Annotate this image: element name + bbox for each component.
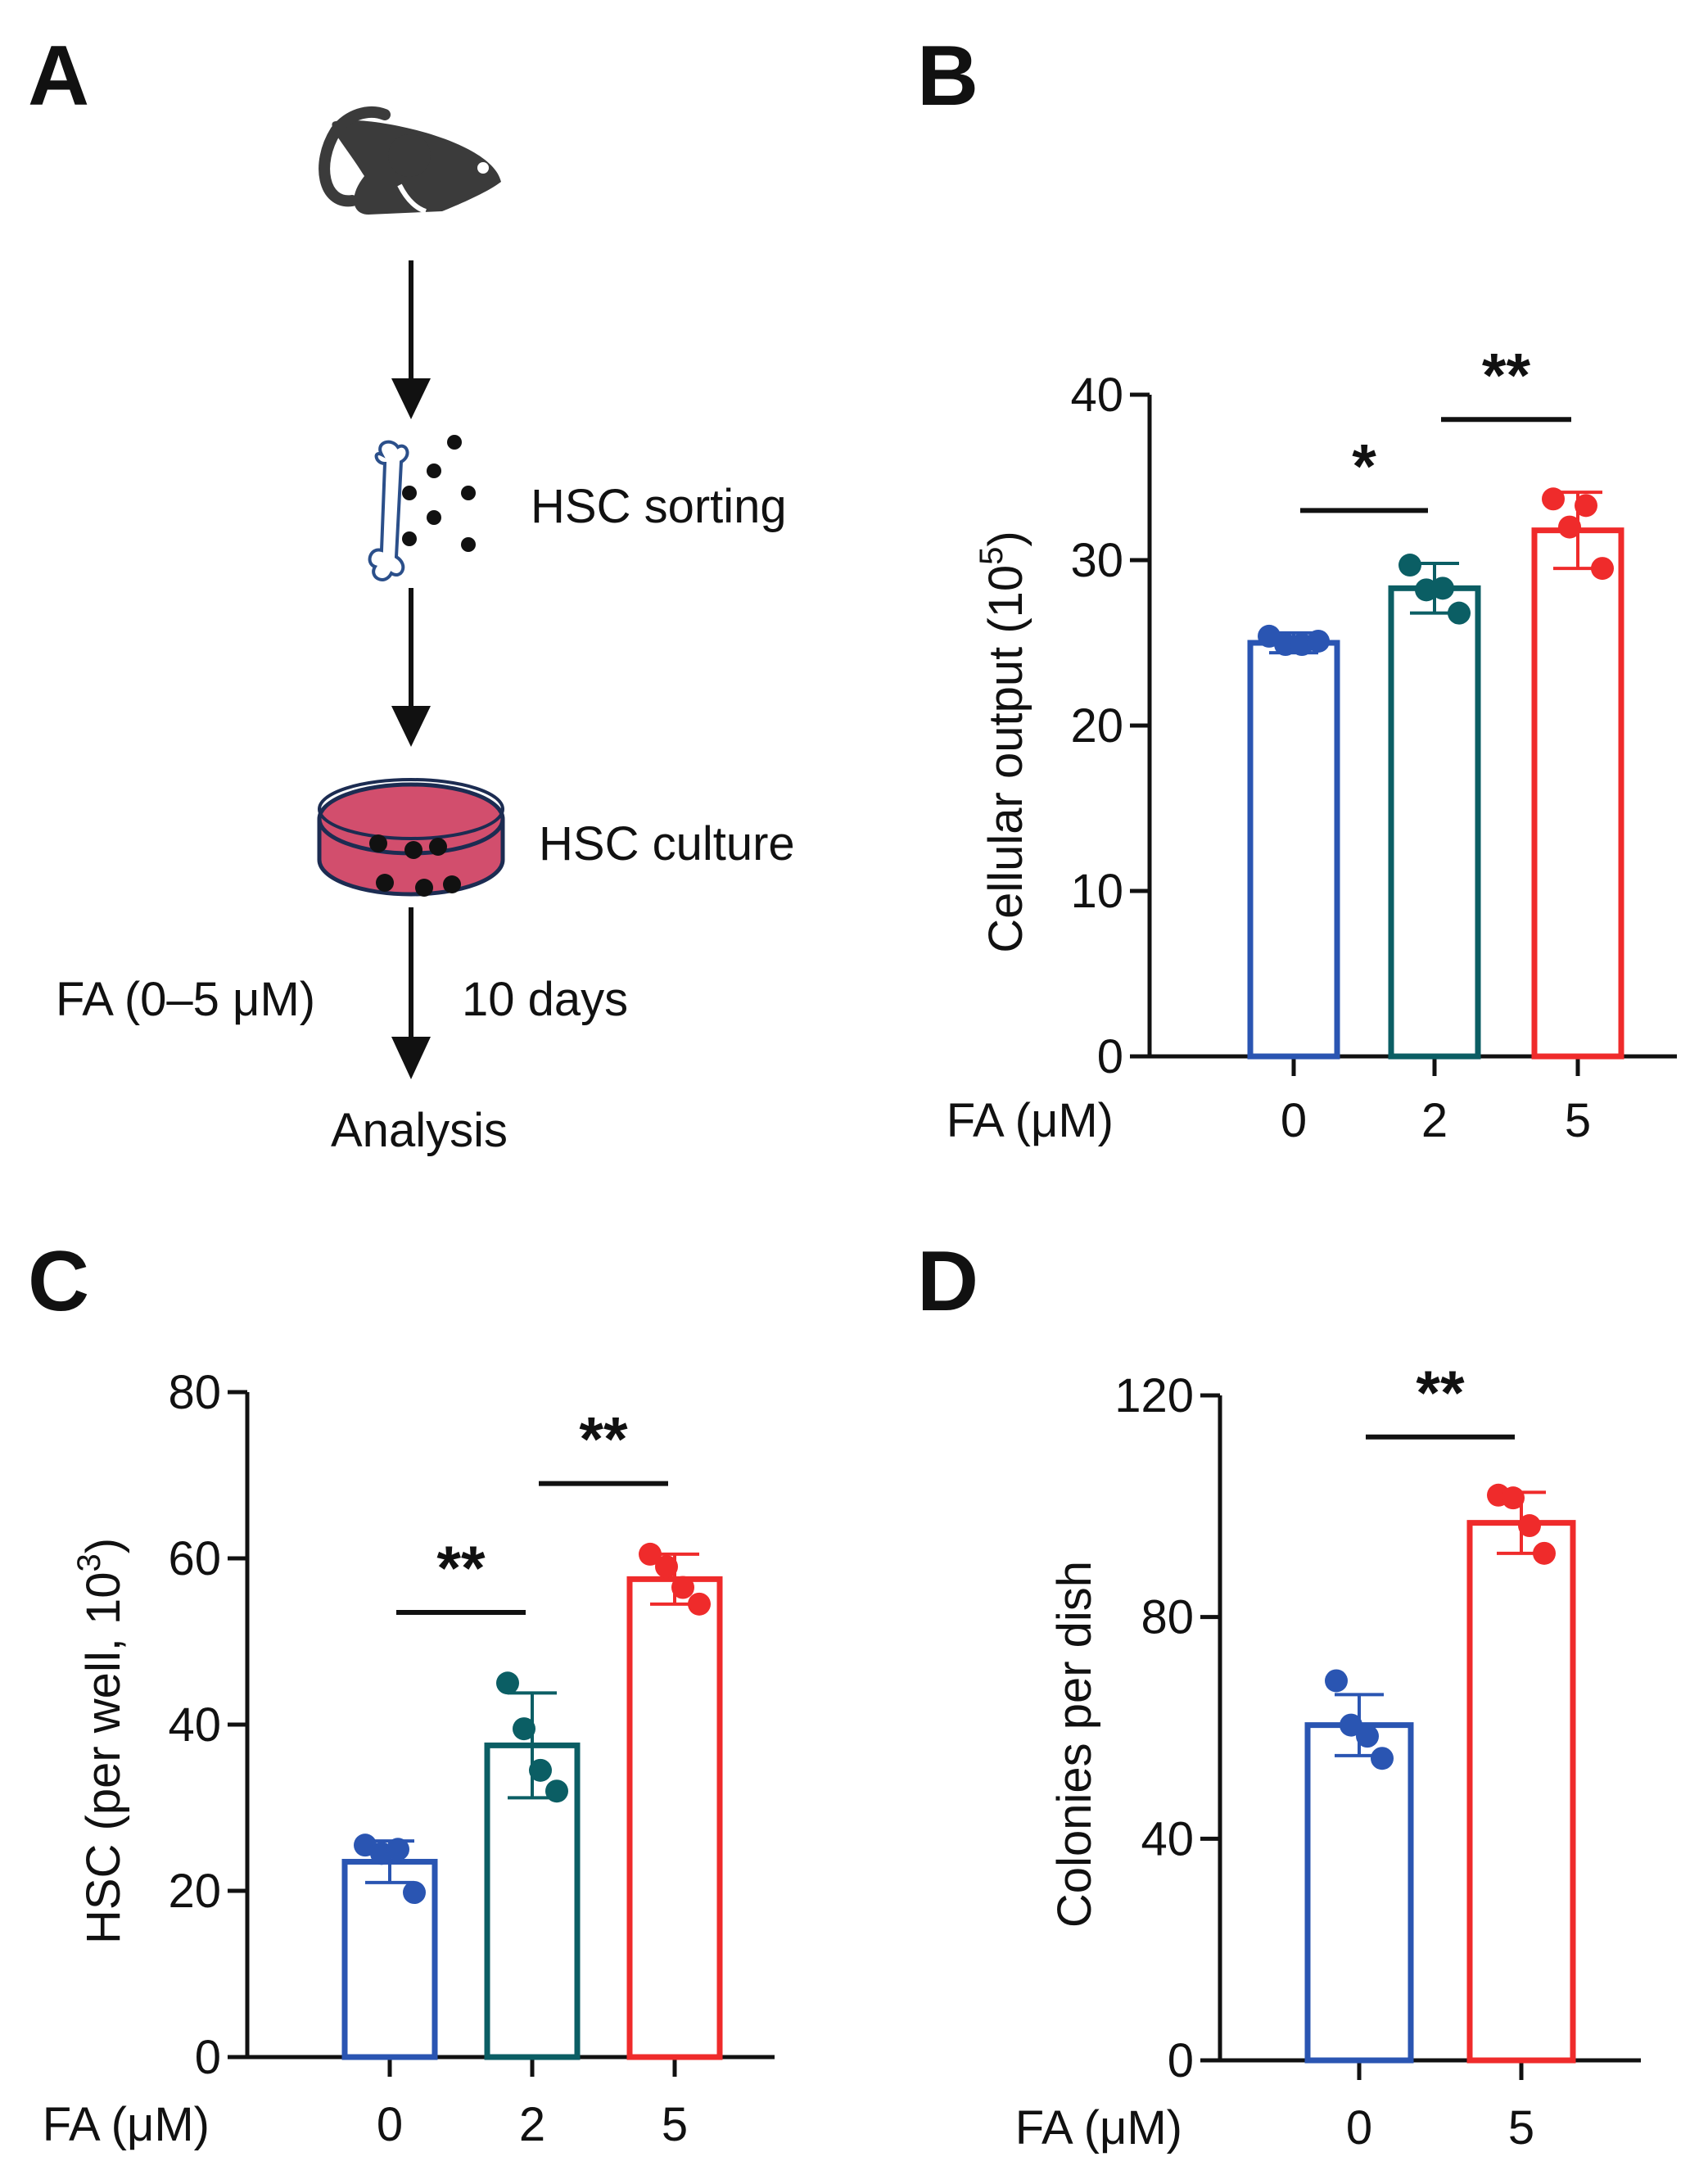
panel-letter-b: B (917, 29, 978, 124)
hsc-count-chart: 0 20 40 60 80 HSC (per well, 103) FA (μM) 0 2 5 **… (43, 1366, 775, 2151)
bar (1304, 1722, 1414, 2064)
y-axis-title-end: ) (979, 531, 1032, 546)
significance-label: ** (436, 1534, 486, 1603)
data-point (655, 1555, 678, 1579)
significance-label: ** (1416, 1359, 1465, 1428)
y-tick-label: 60 (168, 1532, 221, 1585)
data-point (513, 1717, 535, 1741)
y-tick-label: 120 (1114, 1369, 1194, 1422)
y-tick-label: 0 (1168, 2034, 1194, 2087)
y-axis-title: HSC (per well, 103) (71, 1538, 130, 1944)
y-axis-title-end: ) (77, 1538, 130, 1553)
x-tick-label: 0 (1346, 2101, 1372, 2155)
y-tick-label: 20 (1070, 699, 1123, 753)
data-point (1340, 1713, 1362, 1737)
y-axis-title-text: Cellular output (10 (979, 565, 1032, 953)
sorted-cells (402, 435, 476, 552)
y-axis-title-superscript: 5 (974, 547, 1010, 565)
y-tick-label: 40 (1070, 369, 1123, 422)
panel-letter-c: C (28, 1234, 89, 1329)
mouse-icon (319, 106, 501, 215)
data-point (1325, 1669, 1348, 1693)
x-axis-title: FA (μM) (1015, 2101, 1182, 2155)
y-tick-label: 40 (1141, 1812, 1194, 1865)
y-axis-title-superscript: 3 (71, 1553, 107, 1571)
bar (1247, 640, 1340, 1060)
bone-icon (368, 440, 409, 581)
bar (1531, 527, 1624, 1060)
arrow-2 (391, 588, 431, 747)
significance-label: ** (1482, 341, 1531, 410)
workflow-schematic: HSC sorting HSC culture (56, 106, 795, 1157)
data-point (639, 1542, 662, 1566)
data-point (1558, 515, 1581, 539)
y-tick-label: 10 (1070, 865, 1123, 918)
x-axis-title: FA (μM) (947, 1094, 1114, 1147)
y-tick-label: 80 (1141, 1591, 1194, 1644)
data-point (1533, 1541, 1556, 1565)
data-point (1431, 577, 1454, 600)
y-tick-label: 40 (168, 1698, 221, 1752)
data-point (1518, 1514, 1541, 1538)
hsc-culture-label: HSC culture (539, 817, 795, 870)
y-axis-title-text: HSC (per well, 10 (77, 1572, 130, 1944)
data-point (496, 1671, 519, 1695)
arrow-3 (391, 907, 431, 1079)
x-tick-label: 5 (1508, 2101, 1534, 2155)
x-tick-label: 5 (1565, 1094, 1591, 1147)
hsc-sorting-label: HSC sorting (531, 480, 787, 533)
x-tick-label: 2 (519, 2098, 545, 2151)
y-axis-title: Colonies per dish (1048, 1561, 1101, 1928)
x-tick-label: 0 (1281, 1094, 1307, 1147)
data-point (671, 1576, 694, 1599)
significance-label: * (1352, 432, 1376, 501)
data-point (1307, 629, 1330, 653)
data-point (545, 1779, 568, 1803)
analysis-label: Analysis (331, 1104, 508, 1157)
y-tick-label: 0 (195, 2031, 221, 2084)
x-tick-label: 2 (1421, 1094, 1448, 1147)
y-tick-label: 80 (168, 1366, 221, 1419)
y-tick-label: 0 (1097, 1030, 1123, 1083)
y-tick-label: 30 (1070, 534, 1123, 587)
data-point (1542, 487, 1565, 511)
y-tick-label: 20 (168, 1865, 221, 1918)
data-point (529, 1758, 552, 1782)
x-axis-title: FA (μM) (43, 2098, 210, 2151)
treatment-label: FA (0–5 μM) (56, 973, 315, 1026)
data-point (1398, 554, 1421, 577)
x-tick-label: 0 (377, 2098, 403, 2151)
panel-letter-a: A (28, 29, 89, 124)
data-point (386, 1838, 409, 1861)
y-axis-title: Cellular output (105) (974, 531, 1032, 953)
y-axis-title-text: Colonies per dish (1048, 1561, 1101, 1928)
bar (1388, 585, 1481, 1060)
culture-dish-icon (317, 778, 505, 897)
data-point (1356, 1725, 1379, 1748)
bar (626, 1576, 723, 2060)
x-tick-label: 5 (662, 2098, 688, 2151)
data-point (1274, 633, 1297, 657)
data-point (688, 1592, 711, 1616)
duration-label: 10 days (462, 973, 628, 1026)
bar (1466, 1520, 1576, 2064)
arrow-1 (391, 260, 431, 419)
significance-label: ** (579, 1405, 628, 1475)
data-point (1448, 601, 1471, 625)
data-point (403, 1881, 426, 1905)
data-point (1591, 557, 1614, 581)
data-point (1371, 1747, 1394, 1770)
colonies-chart: 0 40 80 120 Colonies per dish FA (μM) 0 5 ** (1015, 1359, 1641, 2155)
panel-letter-d: D (917, 1234, 978, 1329)
data-point (1575, 494, 1597, 518)
data-point (1502, 1486, 1525, 1510)
